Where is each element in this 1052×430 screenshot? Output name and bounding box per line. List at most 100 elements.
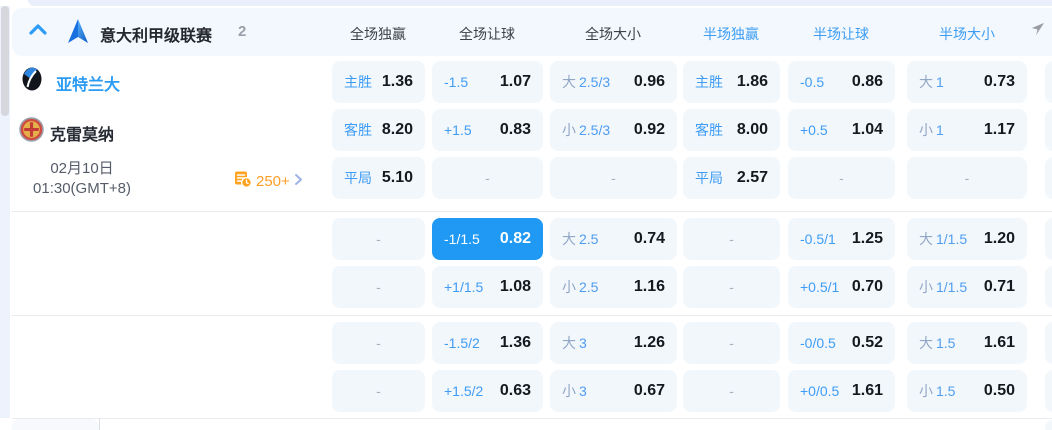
odds-cell-empty: - <box>683 218 780 260</box>
odds-cell[interactable]: 小 1.5 0.50 <box>907 370 1027 412</box>
over-under-line: 1/1.5 <box>936 231 968 247</box>
group-divider <box>12 211 1052 212</box>
over-under-line: 1 <box>936 122 944 138</box>
odds-value: 1.20 <box>983 230 1015 247</box>
odds-label: 主胜 <box>344 74 372 90</box>
odds-cell[interactable]: 小 1/1.5 0.71 <box>907 266 1027 308</box>
cursor-arrow-icon <box>1030 21 1045 41</box>
odds-cell[interactable]: 主胜 1.36 <box>332 61 425 103</box>
odds-label: 大 2.5 <box>562 229 598 249</box>
clipped-column-sliver <box>1045 420 1052 430</box>
odds-value: 5.10 <box>381 169 413 186</box>
clipped-column-sliver <box>1045 266 1052 308</box>
odds-cell[interactable]: +1/1.5 1.08 <box>432 266 543 308</box>
col-header-fulltime-1x2: 全场独赢 <box>350 26 406 42</box>
odds-label: 主胜 <box>695 74 723 90</box>
odds-label: +1.5 <box>444 122 472 138</box>
odds-cell[interactable]: -0.5/1 1.25 <box>788 218 895 260</box>
odds-cell[interactable]: +0/0.5 1.61 <box>788 370 895 412</box>
odds-cell[interactable]: 大 1/1.5 1.20 <box>907 218 1027 260</box>
odds-cell-empty: - <box>332 322 425 364</box>
over-under-char: 小 <box>562 279 576 295</box>
away-team-name[interactable]: 克雷莫纳 <box>50 127 115 144</box>
clipped-column-sliver <box>1045 109 1052 151</box>
over-under-char: 小 <box>919 383 933 399</box>
odds-cell[interactable]: 大 2.5 0.74 <box>550 218 677 260</box>
odds-value: 1.36 <box>381 73 413 90</box>
over-under-char: 大 <box>919 335 933 351</box>
odds-value: 0.83 <box>499 121 531 138</box>
odds-cell[interactable]: -0.5 0.86 <box>788 61 895 103</box>
odds-cell[interactable]: 主胜 1.86 <box>683 61 780 103</box>
odds-cell[interactable]: 客胜 8.00 <box>683 109 780 151</box>
odds-cell[interactable]: 平局 2.57 <box>683 157 780 199</box>
over-under-char: 大 <box>562 231 576 247</box>
odds-cell-selected[interactable]: -1/1.5 0.82 <box>432 218 543 260</box>
over-under-line: 1.5 <box>936 335 956 351</box>
markets-stack-clock-icon <box>234 170 252 193</box>
odds-cell[interactable]: 小 1 1.17 <box>907 109 1027 151</box>
odds-label: 小 1/1.5 <box>919 277 967 297</box>
odds-value: 2.57 <box>736 169 768 186</box>
odds-label: 大 1/1.5 <box>919 229 967 249</box>
odds-cell[interactable]: +1.5/2 0.63 <box>432 370 543 412</box>
empty-odds-dash: - <box>376 279 381 295</box>
odds-value: 8.00 <box>736 121 768 138</box>
odds-value: 0.86 <box>851 73 883 90</box>
odds-cell[interactable]: +0.5/1 0.70 <box>788 266 895 308</box>
odds-cell[interactable]: 小 3 0.67 <box>550 370 677 412</box>
odds-cell[interactable]: 小 2.5 1.16 <box>550 266 677 308</box>
odds-cell-empty: - <box>683 266 780 308</box>
odds-cell[interactable]: 大 1.5 1.61 <box>907 322 1027 364</box>
odds-cell[interactable]: +1.5 0.83 <box>432 109 543 151</box>
league-name[interactable]: 意大利甲级联赛 <box>100 28 213 45</box>
more-markets-link[interactable]: 250+ <box>234 170 303 193</box>
scrollbar-thumb[interactable] <box>1 6 9 116</box>
odds-cell[interactable]: -1.5 1.07 <box>432 61 543 103</box>
col-header-fulltime-handicap: 全场让球 <box>459 26 515 42</box>
odds-cell[interactable]: 小 2.5/3 0.92 <box>550 109 677 151</box>
over-under-char: 小 <box>562 383 576 399</box>
odds-value: 0.70 <box>851 278 883 295</box>
markets-count-label: 250+ <box>256 173 290 190</box>
odds-cell[interactable]: 大 1 0.73 <box>907 61 1027 103</box>
odds-cell[interactable]: 大 2.5/3 0.96 <box>550 61 677 103</box>
odds-value: 0.82 <box>499 230 531 247</box>
clipped-column-sliver <box>1045 322 1052 364</box>
odds-value: 1.17 <box>983 121 1015 138</box>
over-under-char: 大 <box>562 335 576 351</box>
odds-cell-empty: - <box>432 157 543 199</box>
col-header-fulltime-overunder: 全场大小 <box>585 26 641 42</box>
odds-label: 客胜 <box>344 122 372 138</box>
odds-value: 1.61 <box>983 334 1015 351</box>
odds-value: 0.52 <box>851 334 883 351</box>
home-team-name[interactable]: 亚特兰大 <box>56 77 121 94</box>
odds-cell[interactable]: -1.5/2 1.36 <box>432 322 543 364</box>
odds-value: 1.26 <box>633 334 665 351</box>
over-under-char: 小 <box>562 122 576 138</box>
over-under-line: 1/1.5 <box>936 279 968 295</box>
collapse-chevron-icon[interactable] <box>28 23 48 41</box>
odds-label: 平局 <box>344 170 372 186</box>
odds-label: 小 2.5 <box>562 277 598 297</box>
empty-odds-dash: - <box>839 170 844 186</box>
odds-cell[interactable]: 客胜 8.20 <box>332 109 425 151</box>
odds-cell[interactable]: 大 3 1.26 <box>550 322 677 364</box>
odds-value: 1.08 <box>499 278 531 295</box>
over-under-char: 大 <box>919 74 933 90</box>
over-under-line: 2.5 <box>579 279 599 295</box>
odds-label: +1.5/2 <box>444 383 484 399</box>
odds-cell[interactable]: +0.5 1.04 <box>788 109 895 151</box>
clipped-column-sliver <box>1045 218 1052 260</box>
over-under-char: 小 <box>919 279 933 295</box>
odds-cell[interactable]: 平局 5.10 <box>332 157 425 199</box>
odds-label: 客胜 <box>695 122 723 138</box>
away-team-crest-icon <box>19 117 44 147</box>
empty-odds-dash: - <box>729 335 734 351</box>
odds-value: 1.36 <box>499 334 531 351</box>
clipped-column-sliver <box>1045 61 1052 103</box>
odds-cell-empty: - <box>550 157 677 199</box>
odds-cell[interactable]: -0/0.5 0.52 <box>788 322 895 364</box>
